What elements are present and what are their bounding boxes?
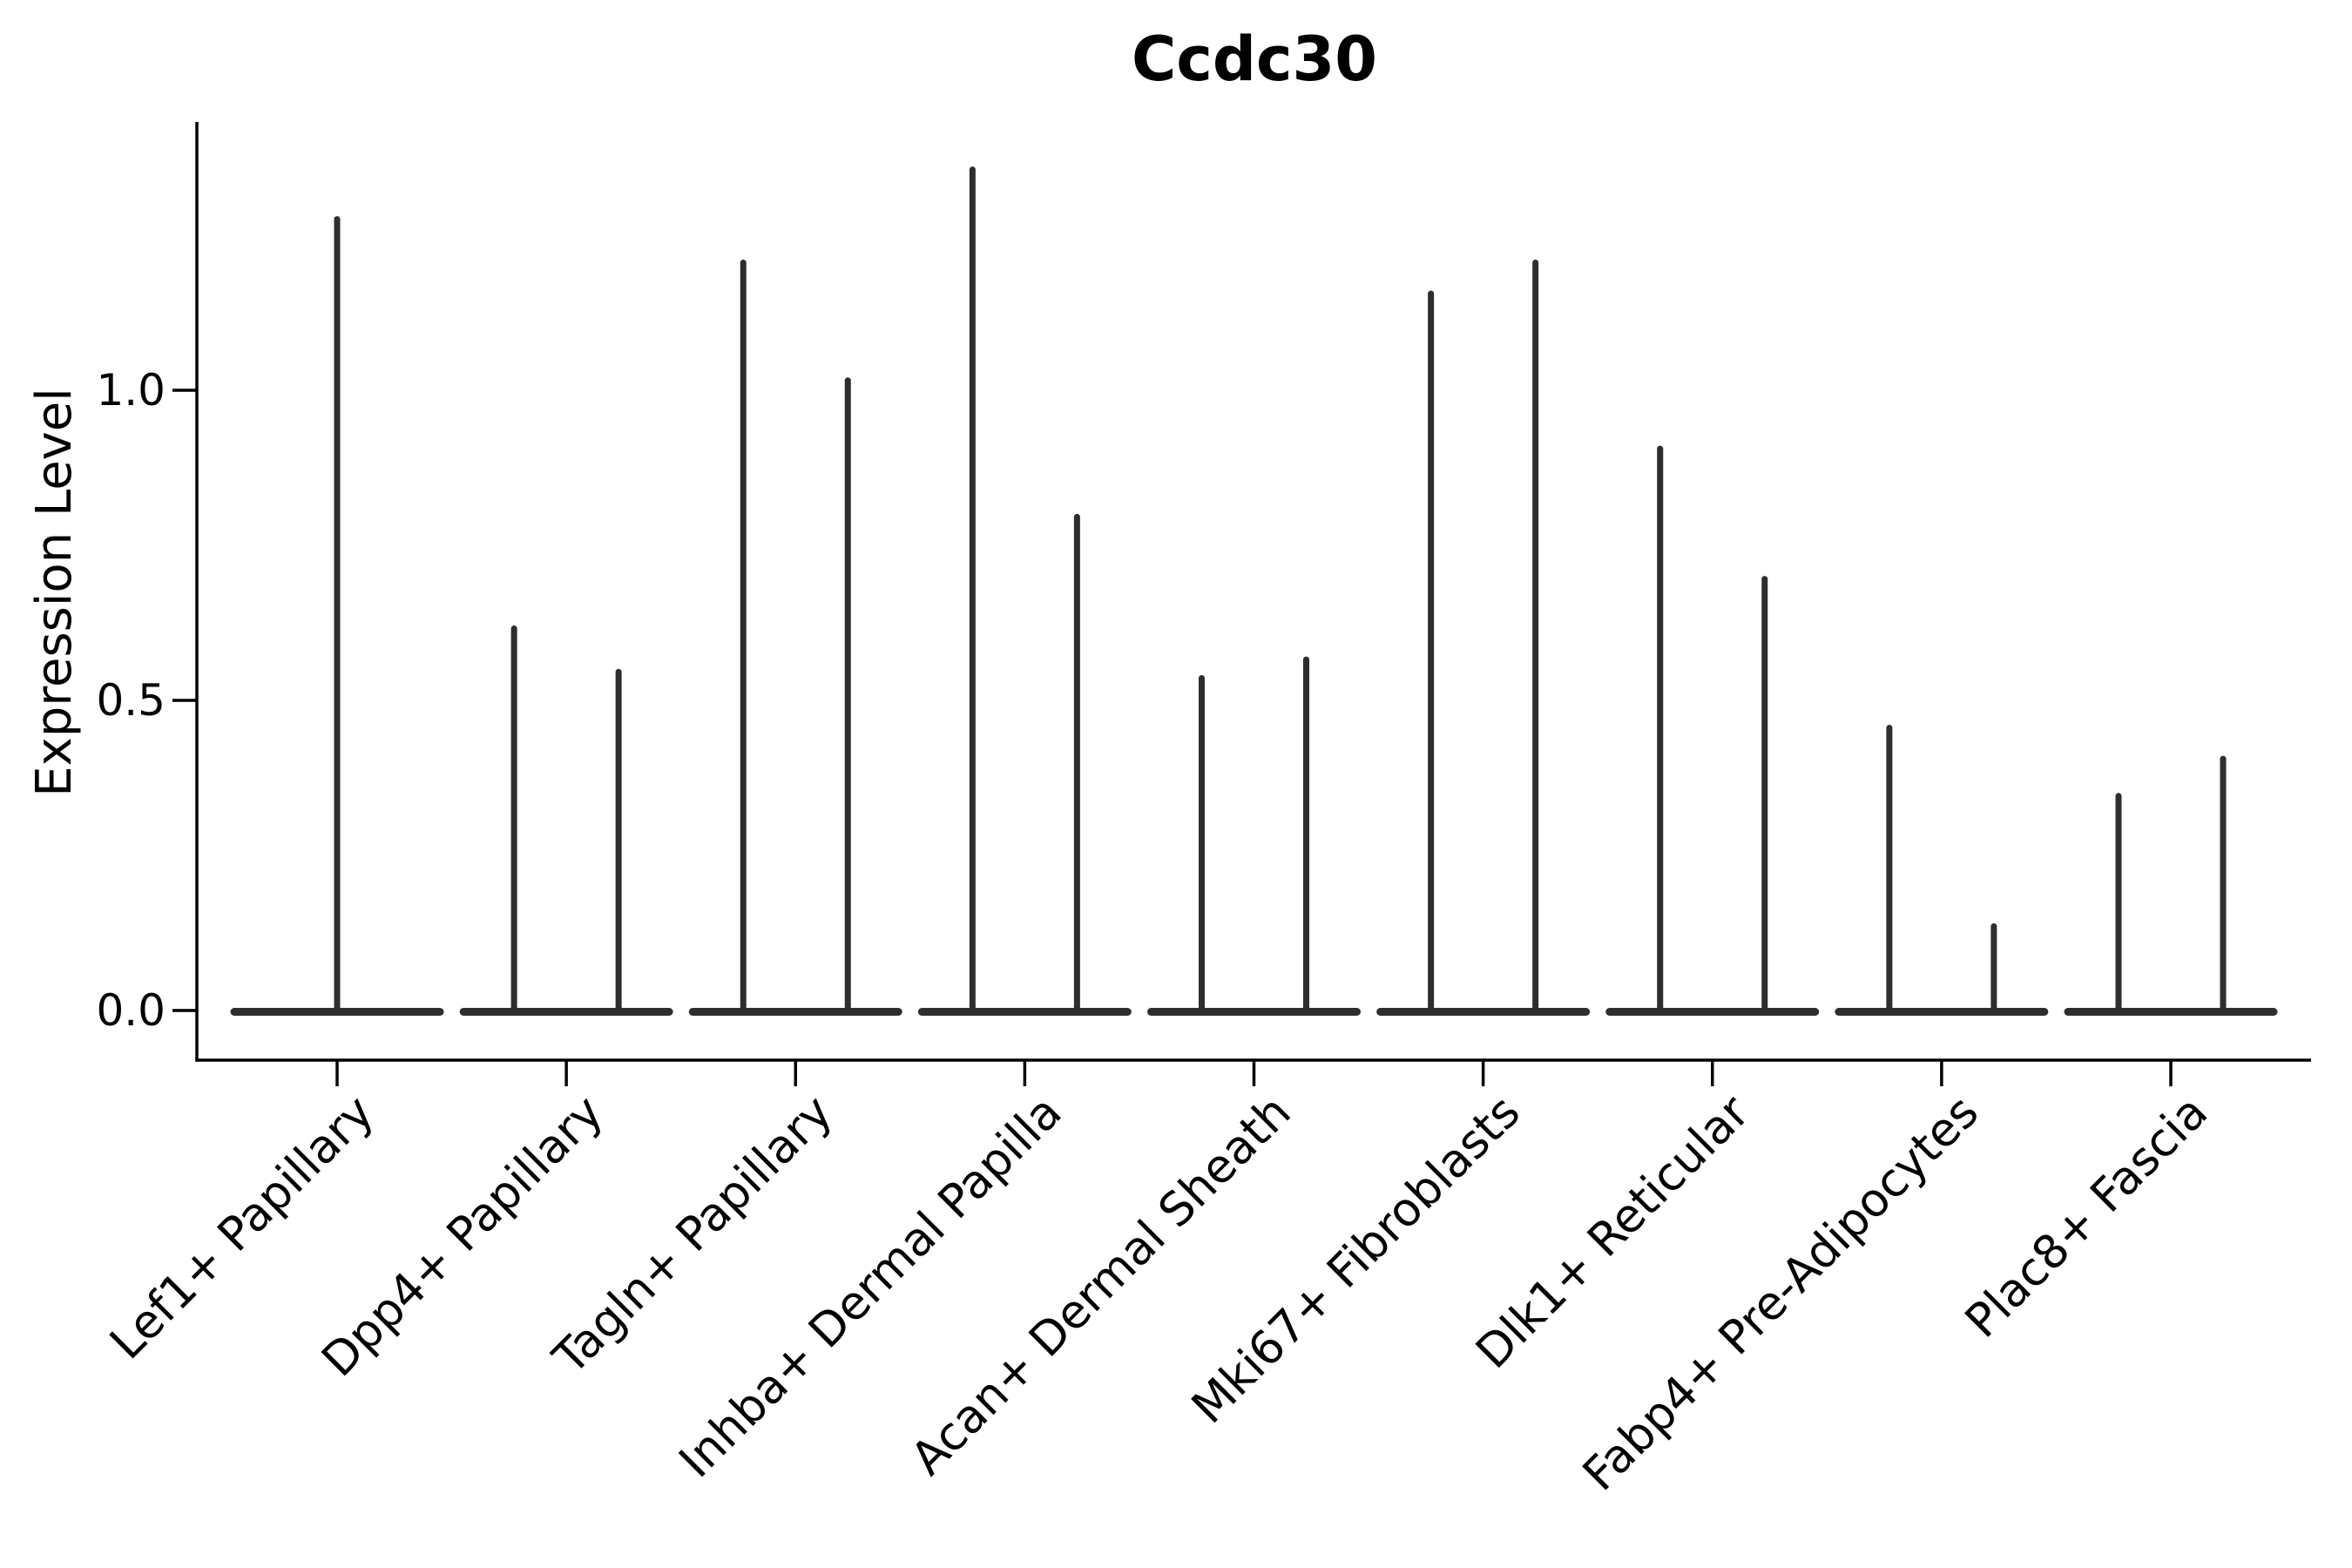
chart-title: Ccdc30 <box>1132 24 1377 95</box>
x-tick-label: Fabp4+ Pre-Adipocytes <box>1573 1085 1989 1501</box>
y-tick-label: 1.0 <box>96 365 166 416</box>
x-tick-label: Acan+ Dermal Sheath <box>901 1085 1301 1485</box>
x-tick-label: Plac8+ Fascia <box>1956 1085 2218 1348</box>
y-tick-label: 0.0 <box>96 985 166 1036</box>
x-tick-label: Inhba+ Dermal Papilla <box>669 1085 1071 1488</box>
y-tick-label: 0.5 <box>96 675 166 726</box>
